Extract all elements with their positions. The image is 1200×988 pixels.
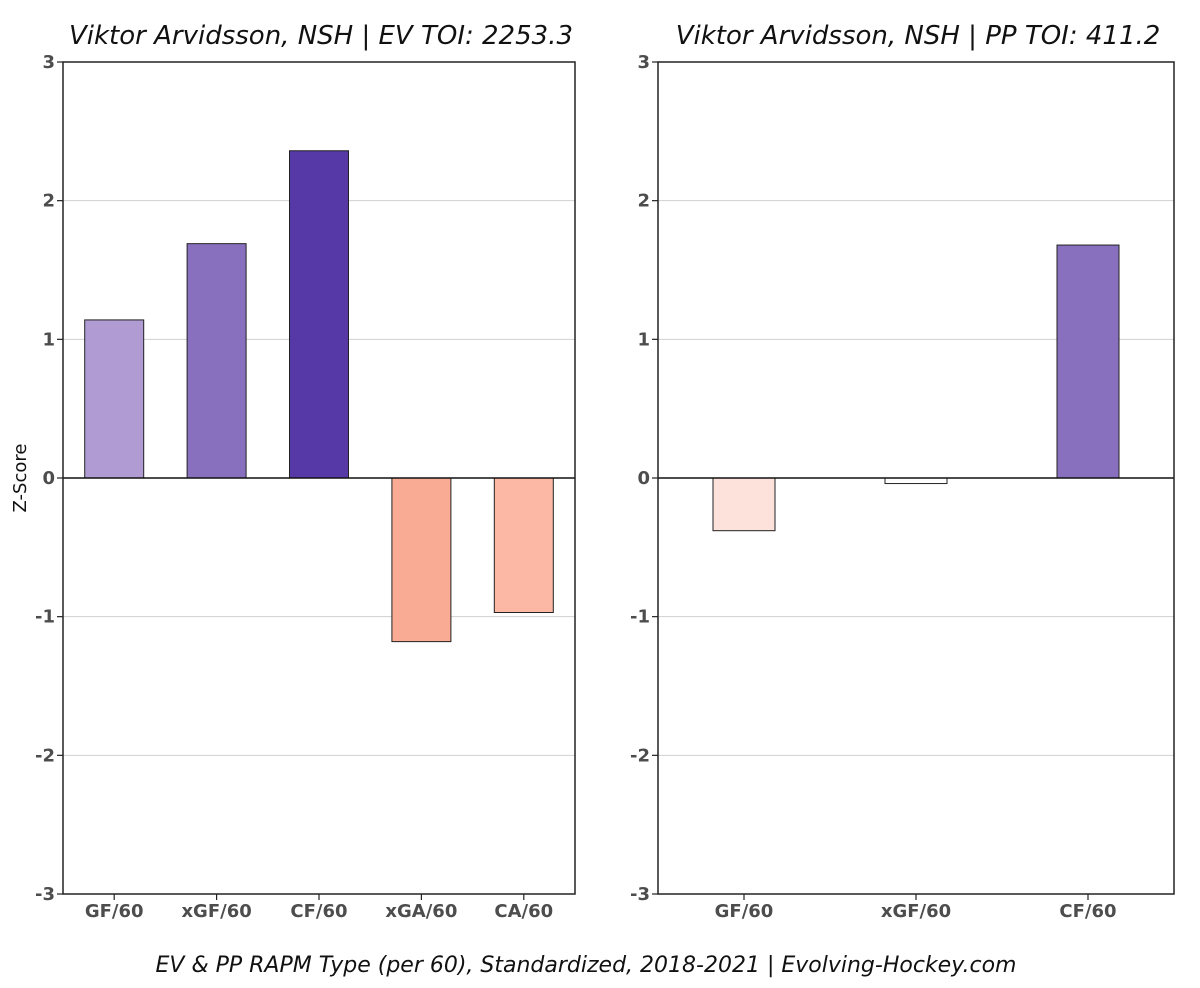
y-tick-label: -3 <box>35 884 55 905</box>
x-tick-label: CF/60 <box>290 901 347 922</box>
y-tick-label: 2 <box>637 191 650 212</box>
y-tick-label: 0 <box>42 468 55 489</box>
y-tick-label: 1 <box>637 329 650 350</box>
x-tick-label: CA/60 <box>494 901 553 922</box>
y-tick-label: -1 <box>35 607 55 628</box>
x-tick-label: CF/60 <box>1059 901 1116 922</box>
x-tick-label: GF/60 <box>715 901 774 922</box>
x-tick-label: xGF/60 <box>181 901 251 922</box>
bar-xgf-60 <box>186 243 247 479</box>
y-tick-label: 3 <box>42 52 55 73</box>
chart-title: Viktor Arvidsson, NSH | PP TOI: 411.2 <box>676 21 1161 51</box>
bar-xgf-60 <box>884 477 948 485</box>
bar-ca-60 <box>493 477 554 614</box>
y-tick-label: -3 <box>630 884 650 905</box>
bar-xga-60 <box>391 477 452 643</box>
bar-gf-60 <box>84 319 145 479</box>
chart-title: Viktor Arvidsson, NSH | EV TOI: 2253.3 <box>69 21 573 51</box>
x-tick-label: xGA/60 <box>385 901 457 922</box>
plot-frame <box>62 61 576 895</box>
figure-caption: EV & PP RAPM Type (per 60), Standardized… <box>156 953 1017 978</box>
y-axis-label: Z-Score <box>10 444 31 513</box>
y-tick-label: 3 <box>637 52 650 73</box>
y-tick-label: -1 <box>630 607 650 628</box>
bar-cf-60 <box>289 150 349 479</box>
ev-rapm-panel: Viktor Arvidsson, NSH | EV TOI: 2253.3 3 2… <box>10 21 576 922</box>
plot-frame <box>657 61 1175 895</box>
y-tick-label: 1 <box>42 329 55 350</box>
bar-gf-60 <box>712 477 776 532</box>
pp-rapm-panel: Viktor Arvidsson, NSH | PP TOI: 411.2 3 2 1… <box>630 21 1175 922</box>
x-tick-label: xGF/60 <box>881 901 951 922</box>
y-tick-label: 0 <box>637 468 650 489</box>
x-tick-label: GF/60 <box>85 901 144 922</box>
y-tick-label: -2 <box>630 745 650 766</box>
bar-cf-60 <box>1056 244 1120 479</box>
y-tick-label: 2 <box>42 191 55 212</box>
y-tick-label: -2 <box>35 745 55 766</box>
